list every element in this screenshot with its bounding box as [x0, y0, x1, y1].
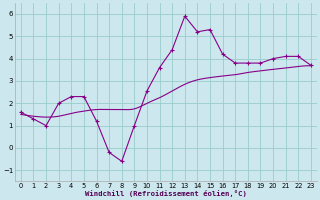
X-axis label: Windchill (Refroidissement éolien,°C): Windchill (Refroidissement éolien,°C) [85, 190, 247, 197]
